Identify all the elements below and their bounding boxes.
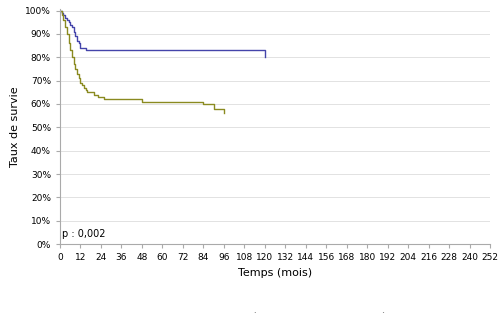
X-axis label: Temps (mois): Temps (mois) <box>238 268 312 278</box>
Y-axis label: Taux de survie: Taux de survie <box>10 86 20 167</box>
Text: p : 0,002: p : 0,002 <box>62 229 105 239</box>
Legend: Apparenté, Non apparenté: Apparenté, Non apparenté <box>160 308 390 313</box>
